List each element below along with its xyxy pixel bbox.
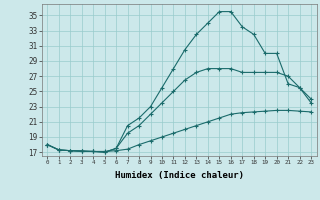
X-axis label: Humidex (Indice chaleur): Humidex (Indice chaleur) <box>115 171 244 180</box>
